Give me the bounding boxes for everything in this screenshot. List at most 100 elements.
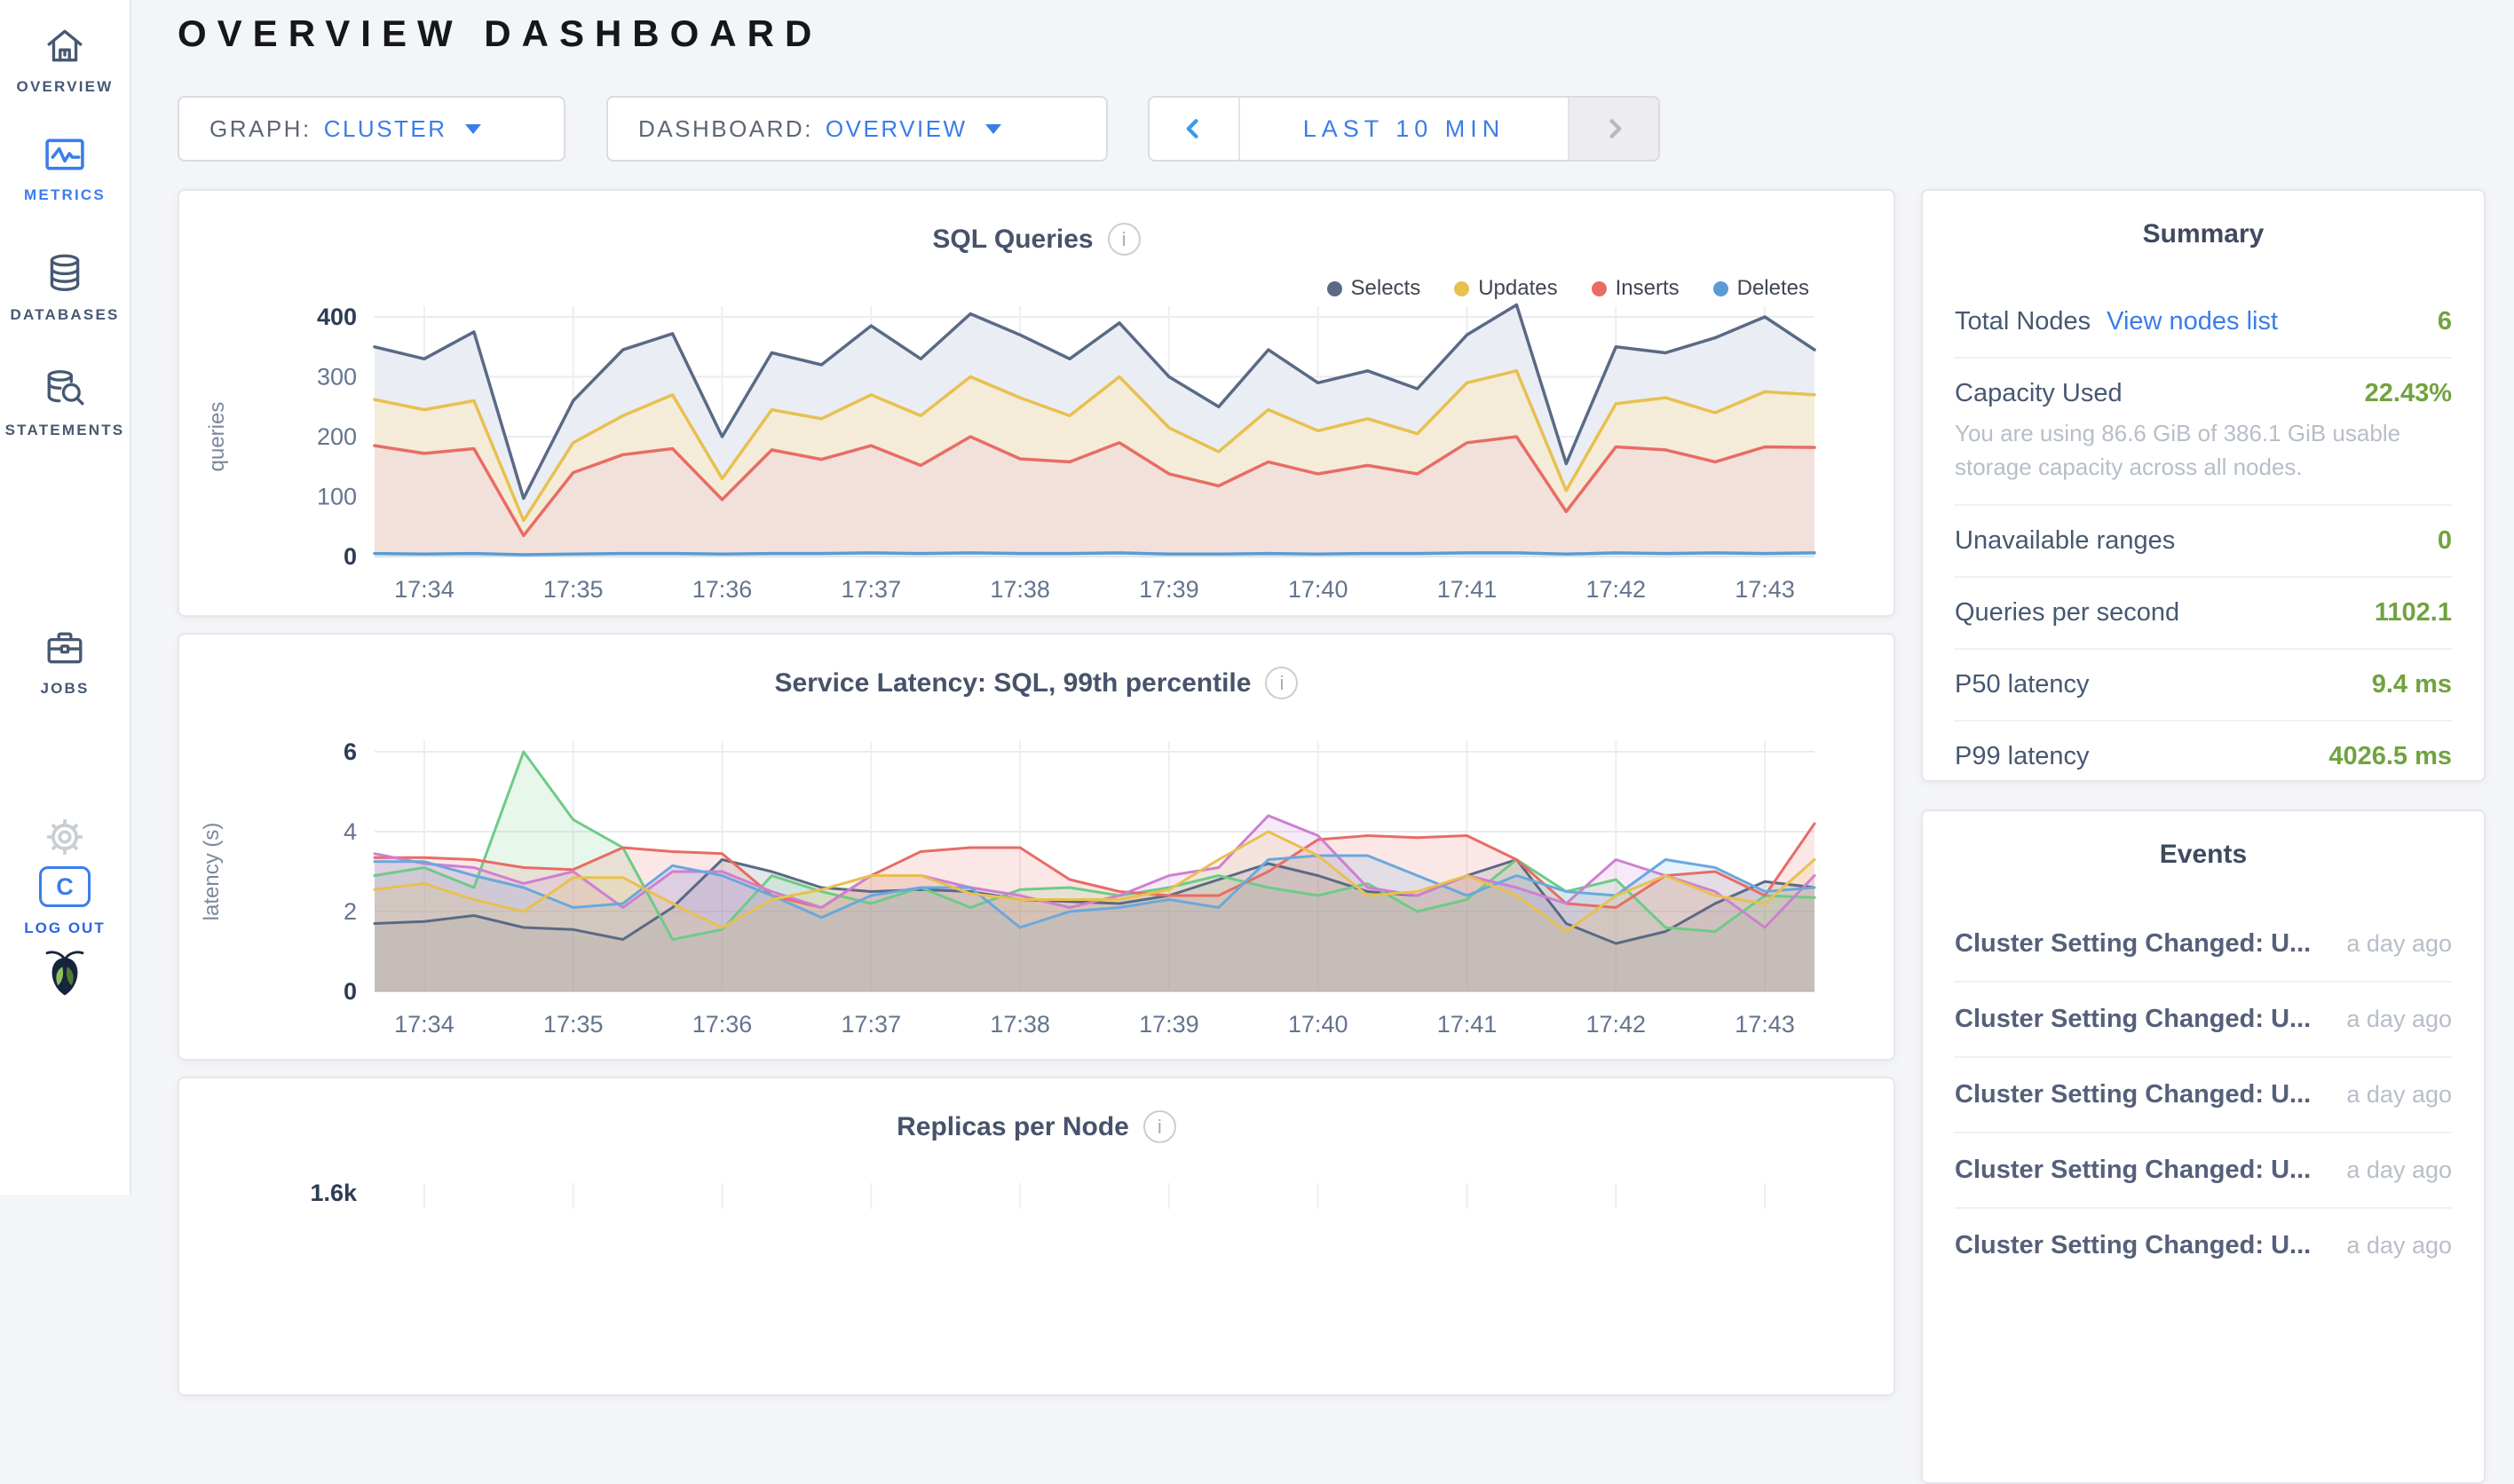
- settings-gear[interactable]: [0, 817, 130, 857]
- replicas-per-node-chart-title: Replicas per Node i: [179, 1110, 1893, 1143]
- svg-text:17:41: 17:41: [1437, 1011, 1498, 1038]
- svg-text:100: 100: [317, 484, 357, 510]
- summary-row-label: P99 latency: [1955, 742, 2090, 771]
- legend-item[interactable]: Deletes: [1712, 276, 1809, 301]
- sidebar-item-label: JOBS: [40, 680, 90, 697]
- database-icon: [43, 251, 87, 294]
- sidebar-item-databases[interactable]: DATABASES: [0, 251, 130, 324]
- time-range-value[interactable]: LAST 10 MIN: [1302, 114, 1506, 142]
- summary-row: P50 latency 9.4 ms: [1955, 648, 2452, 720]
- summary-row-label: P50 latency: [1955, 670, 2090, 699]
- sidebar-item-label: STATEMENTS: [4, 422, 125, 438]
- summary-panel: Summary Total Nodes View nodes list 6 Cap…: [1921, 189, 2486, 782]
- gear-icon: [44, 817, 85, 857]
- event-text: Cluster Setting Changed: U...: [1955, 929, 2312, 958]
- event-row[interactable]: Cluster Setting Changed: U... a day ago: [1955, 1207, 2452, 1283]
- legend-item[interactable]: Selects: [1326, 276, 1421, 301]
- event-time: a day ago: [2346, 930, 2452, 957]
- summary-row-value: 4026.5 ms: [2328, 742, 2452, 771]
- svg-text:17:42: 17:42: [1585, 1011, 1646, 1038]
- event-row[interactable]: Cluster Setting Changed: U... a day ago: [1955, 907, 2452, 981]
- legend-dot-icon: [1454, 280, 1470, 296]
- event-row[interactable]: Cluster Setting Changed: U... a day ago: [1955, 981, 2452, 1056]
- summary-row-value: 9.4 ms: [2371, 670, 2452, 699]
- sidebar-item-overview[interactable]: OVERVIEW: [0, 25, 130, 96]
- summary-row-value: 6: [2437, 307, 2452, 335]
- legend-label: Selects: [1350, 276, 1421, 300]
- summary-row-label: Unavailable ranges: [1955, 526, 2176, 556]
- legend-item[interactable]: Inserts: [1591, 276, 1680, 301]
- summary-row-subtext: You are using 86.6 GiB of 386.1 GiB usab…: [1955, 420, 2401, 480]
- svg-text:17:36: 17:36: [692, 1011, 753, 1038]
- sidebar-item-jobs[interactable]: JOBS: [0, 627, 130, 698]
- home-icon: [42, 25, 88, 66]
- logout-button[interactable]: C LOG OUT: [0, 866, 130, 937]
- svg-text:0: 0: [344, 543, 357, 570]
- event-time: a day ago: [2346, 1006, 2452, 1032]
- event-row[interactable]: Cluster Setting Changed: U... a day ago: [1955, 1056, 2452, 1132]
- svg-text:17:35: 17:35: [543, 576, 604, 603]
- c-badge-icon: C: [39, 866, 91, 907]
- replicas-per-node-chart-card: Replicas per Node i 1.6k: [178, 1077, 1895, 1396]
- svg-text:17:40: 17:40: [1288, 1011, 1348, 1038]
- service-latency-chart-title: Service Latency: SQL, 99th percentile i: [179, 667, 1893, 699]
- page-title: OVERVIEW DASHBOARD: [178, 12, 823, 54]
- summary-row-label: Total Nodes View nodes list: [1955, 307, 2279, 335]
- event-time: a day ago: [2346, 1081, 2452, 1108]
- legend-dot-icon: [1712, 280, 1728, 296]
- sidebar-item-label: OVERVIEW: [16, 78, 114, 95]
- summary-row-value: 1102.1: [2374, 598, 2452, 628]
- svg-text:17:35: 17:35: [543, 1011, 604, 1038]
- sql-queries-plot: 0 100 200 300 400 17:34 17:35 17:36 17:37 17:38 17…: [179, 191, 1897, 623]
- logout-label: LOG OUT: [24, 920, 106, 936]
- svg-text:latency (s): latency (s): [200, 823, 224, 921]
- sidebar-item-statements[interactable]: STATEMENTS: [0, 367, 130, 439]
- legend-label: Inserts: [1615, 276, 1680, 300]
- svg-text:17:42: 17:42: [1585, 576, 1646, 603]
- briefcase-icon: [42, 627, 88, 667]
- statements-icon: [42, 367, 88, 409]
- view-nodes-link[interactable]: View nodes list: [2107, 307, 2279, 335]
- summary-row-label: Capacity Used: [1955, 379, 2123, 407]
- cockroach-logo: [0, 946, 130, 1001]
- legend-label: Deletes: [1736, 276, 1809, 300]
- sidebar: OVERVIEW METRICS DATABASES STATEMENTS JO…: [0, 0, 131, 1195]
- replicas-per-node-plot: 1.6k: [179, 1078, 1897, 1402]
- summary-row-value: 22.43%: [2364, 379, 2452, 407]
- svg-text:17:37: 17:37: [842, 576, 902, 603]
- event-row[interactable]: Cluster Setting Changed: U... a day ago: [1955, 1132, 2452, 1207]
- summary-row-value: 0: [2437, 526, 2452, 556]
- info-icon[interactable]: i: [1265, 667, 1299, 699]
- event-time: a day ago: [2346, 1156, 2452, 1183]
- svg-text:17:36: 17:36: [692, 576, 753, 603]
- event-text: Cluster Setting Changed: U...: [1955, 1231, 2312, 1259]
- graph-dropdown[interactable]: GRAPH: CLUSTER: [178, 96, 565, 162]
- chevron-right-icon: [1609, 119, 1622, 138]
- time-range-prev-button[interactable]: [1150, 98, 1240, 160]
- svg-text:0: 0: [344, 978, 357, 1005]
- svg-text:2: 2: [344, 898, 357, 925]
- time-range-next-button[interactable]: [1568, 98, 1658, 160]
- graph-dropdown-label: GRAPH:: [210, 114, 312, 142]
- svg-text:200: 200: [317, 423, 357, 450]
- legend-item[interactable]: Updates: [1454, 276, 1558, 301]
- svg-text:17:34: 17:34: [394, 1011, 455, 1038]
- event-text: Cluster Setting Changed: U...: [1955, 1080, 2312, 1109]
- sql-queries-chart-title: SQL Queries i: [179, 223, 1893, 256]
- svg-text:17:43: 17:43: [1735, 576, 1795, 603]
- summary-row: Unavailable ranges 0: [1955, 504, 2452, 576]
- sidebar-item-metrics[interactable]: METRICS: [0, 135, 130, 204]
- svg-text:17:40: 17:40: [1288, 576, 1348, 603]
- service-latency-chart-card: Service Latency: SQL, 99th percentile i …: [178, 633, 1895, 1061]
- svg-text:1.6k: 1.6k: [310, 1180, 358, 1206]
- info-icon[interactable]: i: [1142, 1110, 1176, 1143]
- info-icon[interactable]: i: [1107, 223, 1141, 256]
- summary-row: Queries per second 1102.1: [1955, 576, 2452, 648]
- event-text: Cluster Setting Changed: U...: [1955, 1005, 2312, 1033]
- summary-row: Capacity Used 22.43% You are using 86.6 …: [1955, 357, 2452, 504]
- svg-text:17:39: 17:39: [1139, 1011, 1199, 1038]
- dashboard-dropdown[interactable]: DASHBOARD: OVERVIEW: [606, 96, 1108, 162]
- event-text: Cluster Setting Changed: U...: [1955, 1156, 2312, 1184]
- events-panel: Events Cluster Setting Changed: U... a d…: [1921, 809, 2486, 1484]
- cockroach-logo-icon: [40, 946, 90, 1001]
